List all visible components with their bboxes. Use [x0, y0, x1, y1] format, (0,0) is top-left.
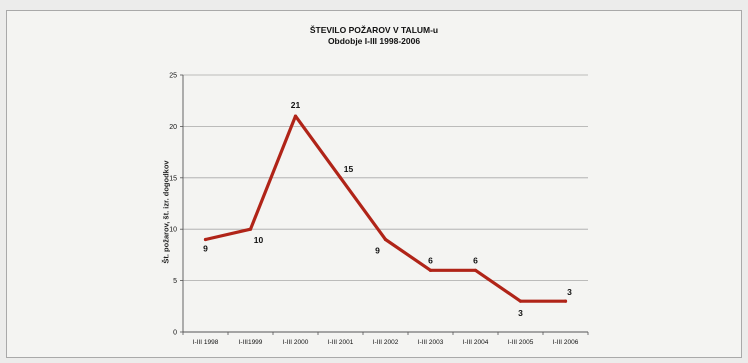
series-line: [203, 114, 568, 303]
y-tick-label: 25: [169, 73, 177, 80]
data-point: [293, 114, 298, 118]
x-tick-label: I-III 2000: [283, 339, 309, 346]
data-label: 6: [473, 255, 478, 265]
data-point: [248, 227, 253, 231]
data-point: [518, 299, 523, 303]
x-tick-label: I-III 2005: [508, 339, 534, 346]
x-tick-label: I-III 2004: [463, 339, 489, 346]
y-tick-label: 0: [173, 330, 177, 337]
x-tick-label: I-III 2001: [328, 339, 354, 346]
y-tick-label: 15: [169, 175, 177, 182]
x-tick-label: I-III 2002: [373, 339, 399, 346]
data-label: 3: [518, 308, 523, 318]
y-tick-label: 5: [173, 278, 177, 285]
chart-subtitle: Obdobje I-III 1998-2006: [327, 36, 421, 46]
data-label: 6: [428, 255, 433, 265]
chart-frame: [6, 10, 742, 358]
chart-title: ŠTEVILO POŽAROV V TALUM-u: [309, 25, 439, 35]
data-label: 3: [567, 287, 572, 297]
x-tick-label: I-III1999: [239, 339, 263, 346]
data-label: 10: [254, 235, 264, 245]
data-label: 9: [375, 245, 380, 255]
data-point: [203, 237, 208, 242]
data-point: [428, 268, 433, 272]
data-point: [473, 268, 478, 272]
data-label: 9: [203, 243, 208, 253]
y-tick-label: 10: [169, 227, 177, 234]
data-point: [338, 176, 343, 180]
data-point: [563, 299, 568, 303]
data-label: 15: [344, 164, 354, 174]
x-tick-label: I-III 1998: [193, 339, 219, 346]
data-label: 21: [291, 100, 301, 110]
data-point: [383, 237, 388, 242]
x-tick-label: I-III 2003: [418, 339, 444, 346]
x-tick-label: I-III 2006: [553, 339, 579, 346]
y-tick-label: 20: [169, 124, 177, 131]
